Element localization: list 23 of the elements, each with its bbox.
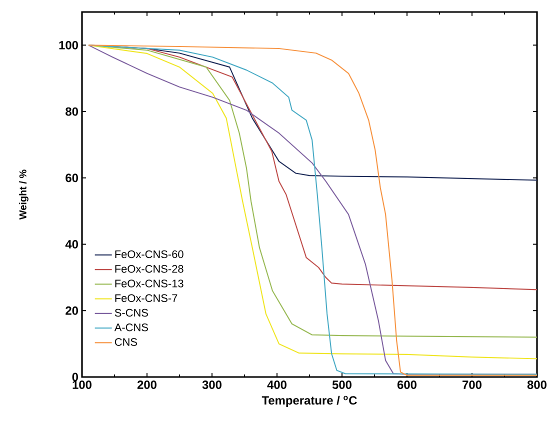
y-tick-label: 0 bbox=[72, 372, 78, 382]
legend-label: FeOx-CNS-28 bbox=[115, 265, 184, 273]
x-axis-title: Temperature / $^{o}$C bbox=[262, 396, 357, 407]
legend-label: FeOx-CNS-13 bbox=[115, 280, 184, 288]
x-tick-label: 400 bbox=[267, 380, 286, 389]
legend-label: A-CNS bbox=[114, 324, 148, 332]
x-tick-label: 800 bbox=[527, 380, 546, 389]
x-tick-label: 500 bbox=[332, 380, 352, 389]
x-tick-label: 200 bbox=[137, 380, 156, 389]
y-tick-label: 20 bbox=[66, 306, 78, 315]
x-tick-label: 700 bbox=[462, 380, 482, 389]
x-tick-label: 300 bbox=[202, 380, 222, 390]
y-tick-label: 100 bbox=[59, 40, 78, 50]
legend-label: S-CNS bbox=[114, 308, 148, 317]
legend-label: FeOx-CNS-7 bbox=[115, 294, 178, 302]
x-tick-label: 100 bbox=[72, 380, 92, 389]
legend-label: FeOx-CNS-60 bbox=[115, 250, 184, 258]
legend-label: CNS bbox=[114, 338, 138, 346]
y-tick-label: 60 bbox=[66, 174, 78, 182]
y-tick-label: 40 bbox=[65, 240, 78, 248]
x-tick-label: 600 bbox=[397, 380, 416, 389]
y-tick-label: 80 bbox=[66, 107, 78, 116]
y-axis-title: Weight / % bbox=[19, 170, 28, 220]
